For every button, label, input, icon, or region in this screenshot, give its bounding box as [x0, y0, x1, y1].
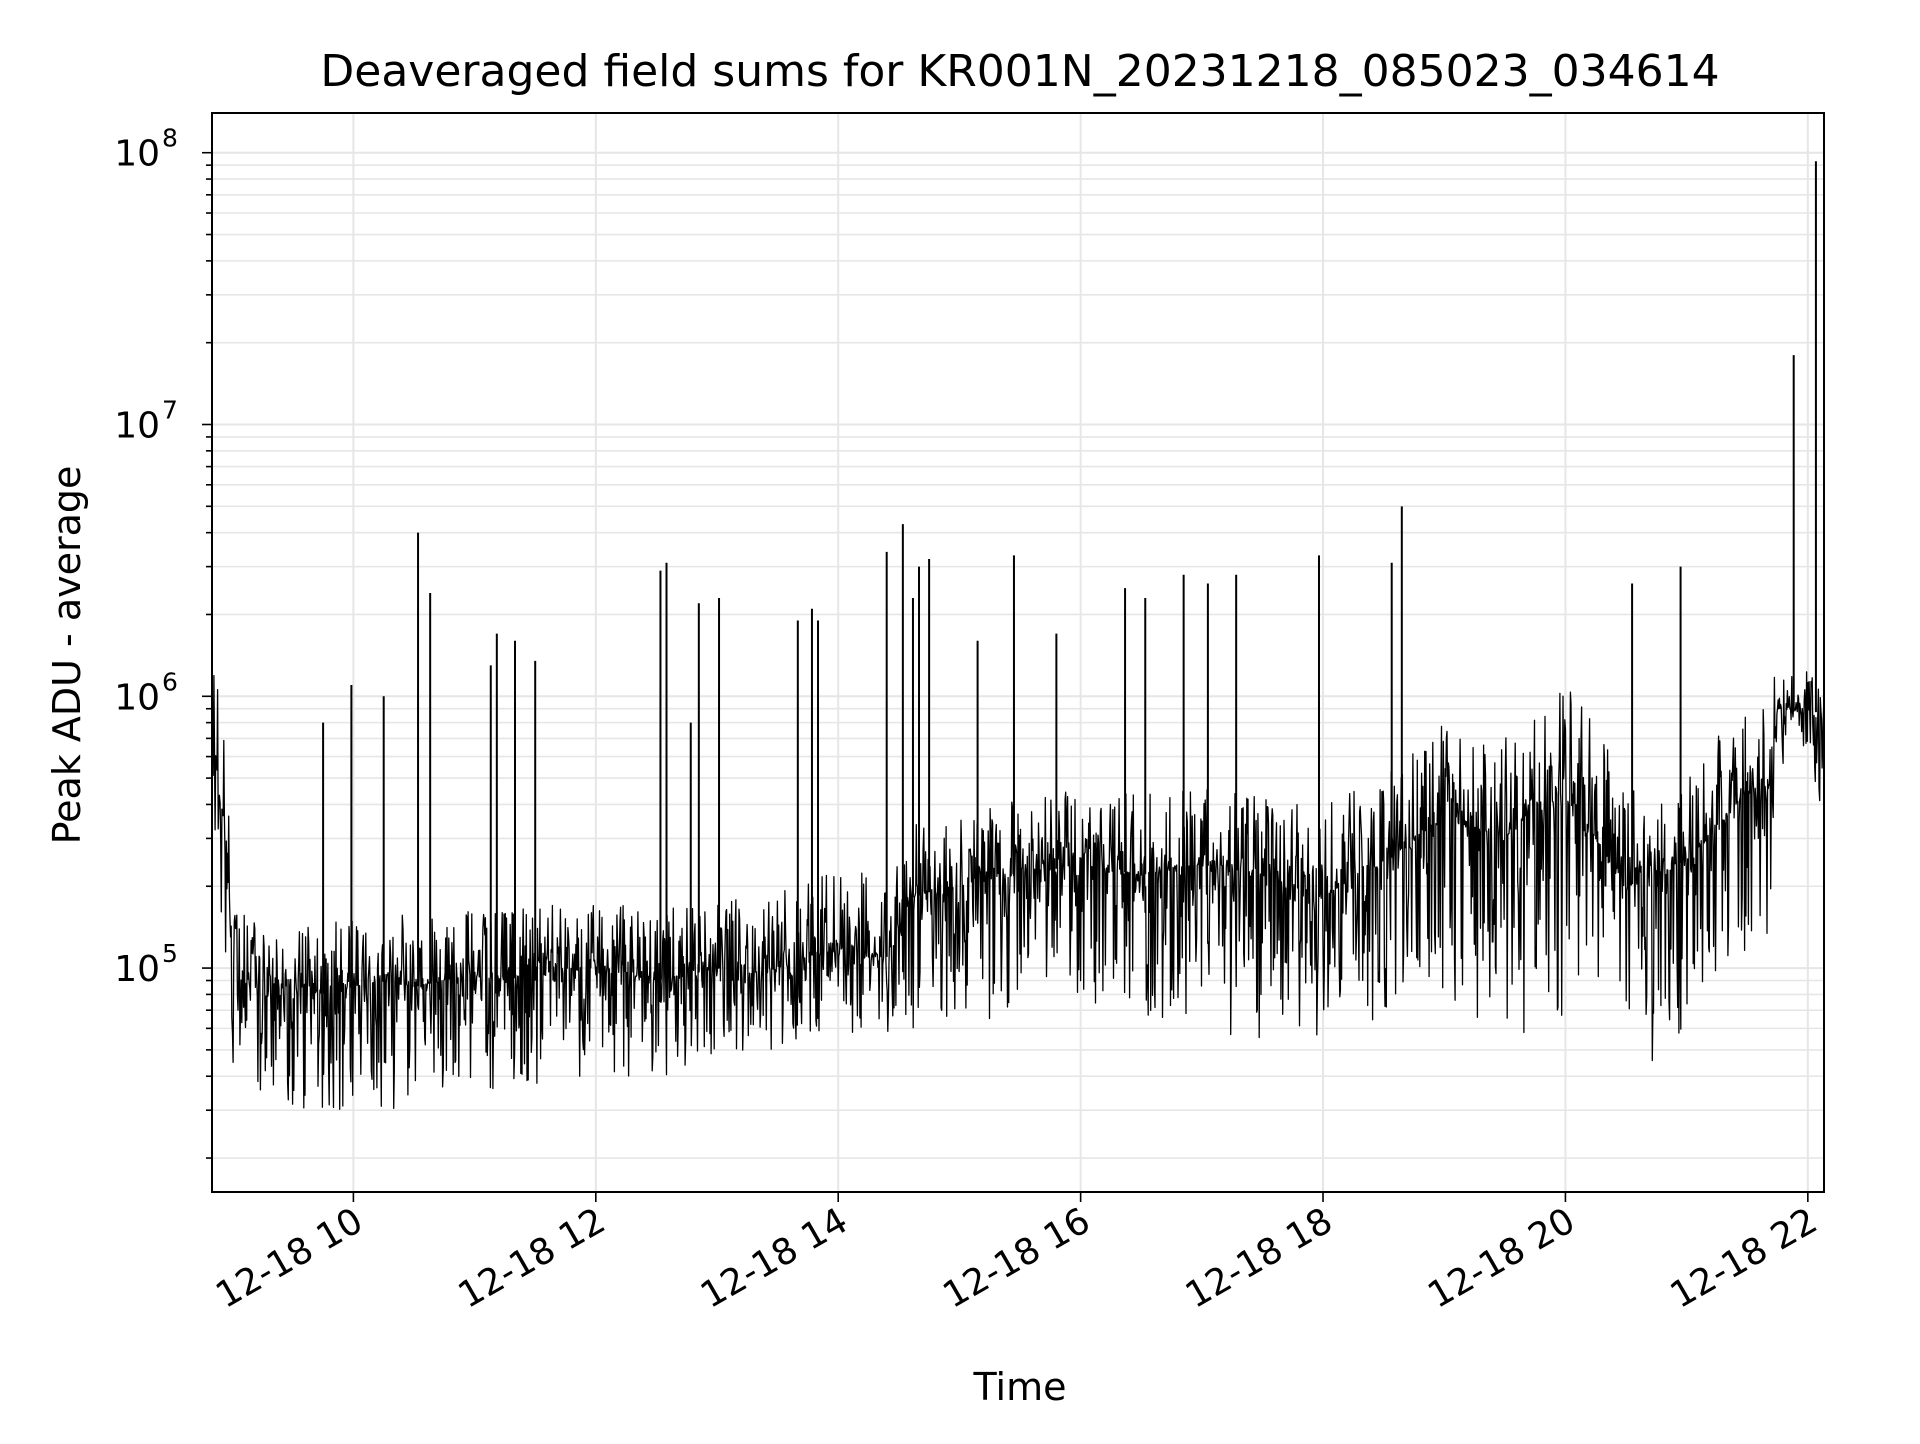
y-tick-label-exponent: 8 [162, 124, 178, 153]
y-tick-label: 10 8 [114, 124, 178, 175]
y-tick-label-exponent: 7 [162, 396, 178, 425]
series-layer [211, 161, 1825, 1110]
y-tick-label: 10 5 [114, 939, 178, 990]
series-line [211, 671, 1825, 1110]
y-tick-label-base: 10 [114, 134, 160, 175]
y-tick-label-exponent: 6 [162, 667, 178, 696]
chart-title: Deaveraged field sums for KR001N_2023121… [320, 46, 1719, 97]
y-tick-label-base: 10 [114, 677, 160, 718]
y-tick-label: 10 6 [114, 667, 178, 718]
y-axis-label: Peak ADU - average [45, 466, 89, 845]
plot-frame [211, 112, 1825, 1193]
y-tick-label-base: 10 [114, 406, 160, 447]
y-tick-label-exponent: 5 [162, 939, 178, 968]
y-tick-label: 10 7 [114, 396, 178, 447]
x-axis-label: Time [973, 1365, 1067, 1409]
y-tick-label-base: 10 [114, 949, 160, 990]
